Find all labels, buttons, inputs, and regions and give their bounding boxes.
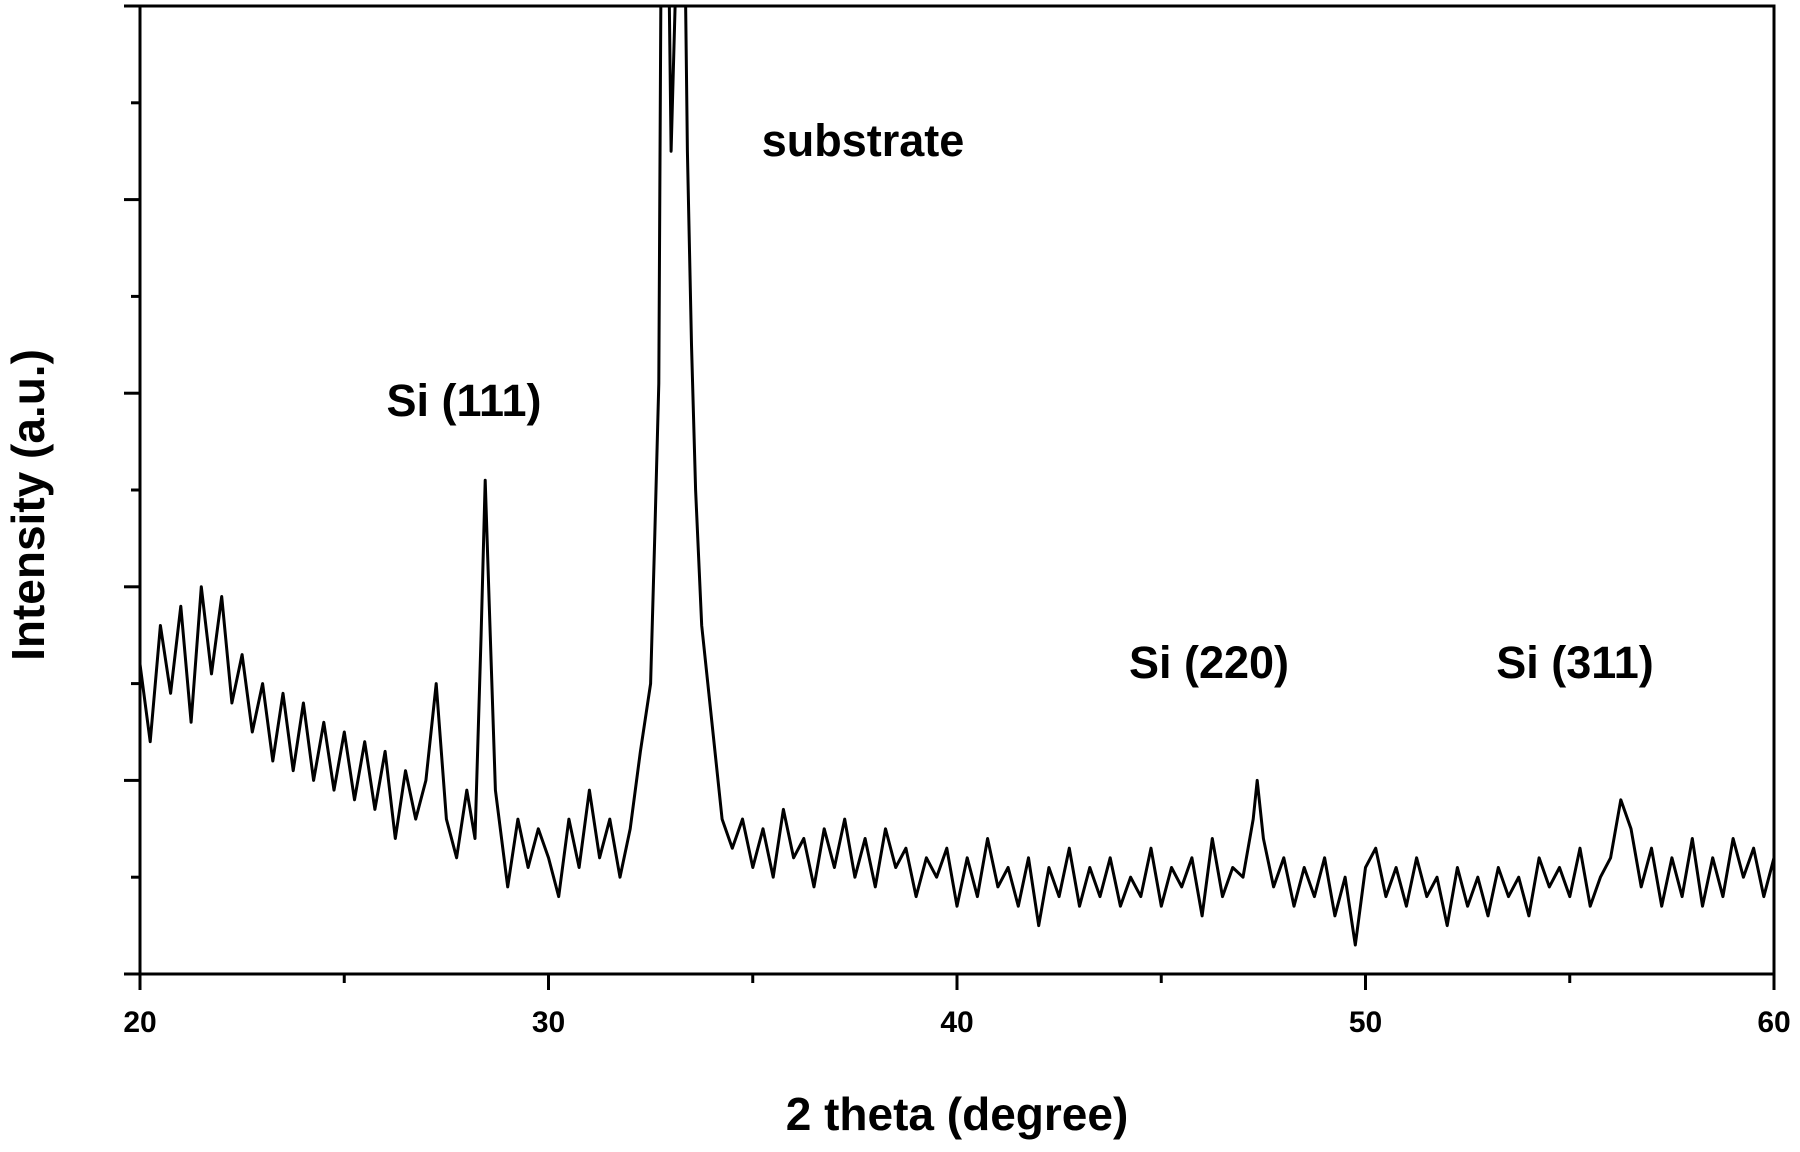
- x-tick-label: 50: [1349, 1006, 1382, 1039]
- x-axis-title: 2 theta (degree): [786, 1088, 1129, 1140]
- peak-annotation: substrate: [762, 115, 965, 166]
- plot-area: [140, 6, 1774, 947]
- y-axis-title: Intensity (a.u.): [2, 349, 54, 661]
- peak-annotation: Si (111): [386, 375, 541, 426]
- x-tick-label: 60: [1757, 1006, 1790, 1039]
- x-tick-label: 40: [940, 1006, 973, 1039]
- peak-annotation: Si (311): [1496, 637, 1654, 688]
- x-tick-label: 20: [123, 1006, 156, 1039]
- peak-annotation: Si (220): [1129, 637, 1289, 688]
- x-tick-label: 30: [532, 1006, 565, 1039]
- data-line: [140, 6, 1774, 947]
